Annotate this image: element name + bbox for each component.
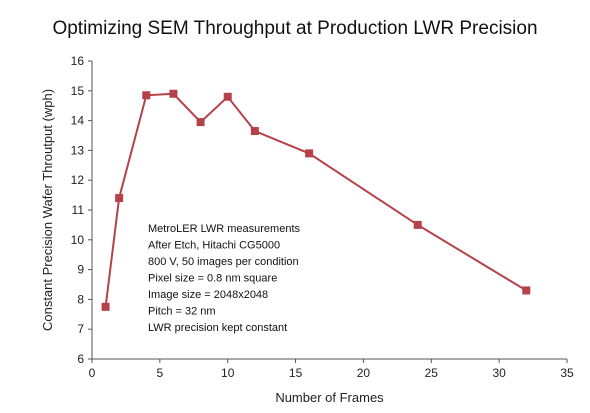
x-tick-label: 0 bbox=[89, 366, 96, 380]
x-tick-label: 15 bbox=[289, 366, 303, 380]
data-point bbox=[196, 118, 205, 127]
annotation-line: After Etch, Hitachi CG5000 bbox=[148, 240, 280, 252]
data-point bbox=[250, 127, 259, 136]
x-tick-label: 20 bbox=[357, 366, 371, 380]
y-tick-label: 15 bbox=[71, 84, 85, 98]
data-point bbox=[142, 91, 151, 100]
x-tick-label: 5 bbox=[157, 366, 164, 380]
annotation-line: 800 V, 50 images per condition bbox=[148, 256, 299, 268]
annotation-line: Pitch = 32 nm bbox=[148, 306, 216, 318]
annotation-line: Image size = 2048x2048 bbox=[148, 289, 268, 301]
x-tick-label: 25 bbox=[425, 366, 439, 380]
y-tick-label: 11 bbox=[72, 203, 85, 217]
y-axis-label: Constant Precision Wafer Throutput (wph) bbox=[40, 89, 55, 331]
x-tick-label: 10 bbox=[221, 366, 235, 380]
data-point bbox=[101, 302, 110, 311]
y-tick-label: 16 bbox=[71, 54, 85, 68]
y-tick-label: 6 bbox=[77, 352, 84, 366]
x-tick-label: 35 bbox=[560, 366, 574, 380]
data-point bbox=[223, 92, 232, 101]
annotation-line: LWR precision kept constant bbox=[148, 322, 287, 334]
y-tick-label: 8 bbox=[77, 292, 84, 306]
y-tick-label: 7 bbox=[77, 322, 84, 336]
series bbox=[101, 89, 531, 311]
annotation-block: MetroLER LWR measurements After Etch, Hit… bbox=[148, 223, 301, 334]
series-line bbox=[104, 92, 527, 308]
annotation-line: MetroLER LWR measurements bbox=[148, 223, 301, 235]
y-tick-label: 14 bbox=[71, 114, 85, 128]
x-axis-label: Number of Frames bbox=[275, 390, 384, 405]
annotation-line: Pixel size = 0.8 nm square bbox=[148, 273, 277, 285]
y-tick-label: 10 bbox=[71, 233, 85, 247]
y-tick-label: 13 bbox=[71, 143, 85, 157]
y-tick-label: 12 bbox=[71, 173, 85, 187]
chart-title: Optimizing SEM Throughput at Production … bbox=[52, 18, 538, 39]
data-point bbox=[169, 89, 178, 98]
data-point bbox=[305, 149, 314, 158]
ticks: 6 7 8 9 10 11 12 13 14 15 16 0 5 10 15 20 25 30 35 bbox=[71, 54, 574, 380]
y-tick-label: 9 bbox=[77, 263, 84, 277]
x-tick-label: 30 bbox=[492, 366, 506, 380]
data-point bbox=[115, 194, 124, 203]
data-point bbox=[413, 220, 422, 229]
data-point bbox=[522, 286, 531, 295]
